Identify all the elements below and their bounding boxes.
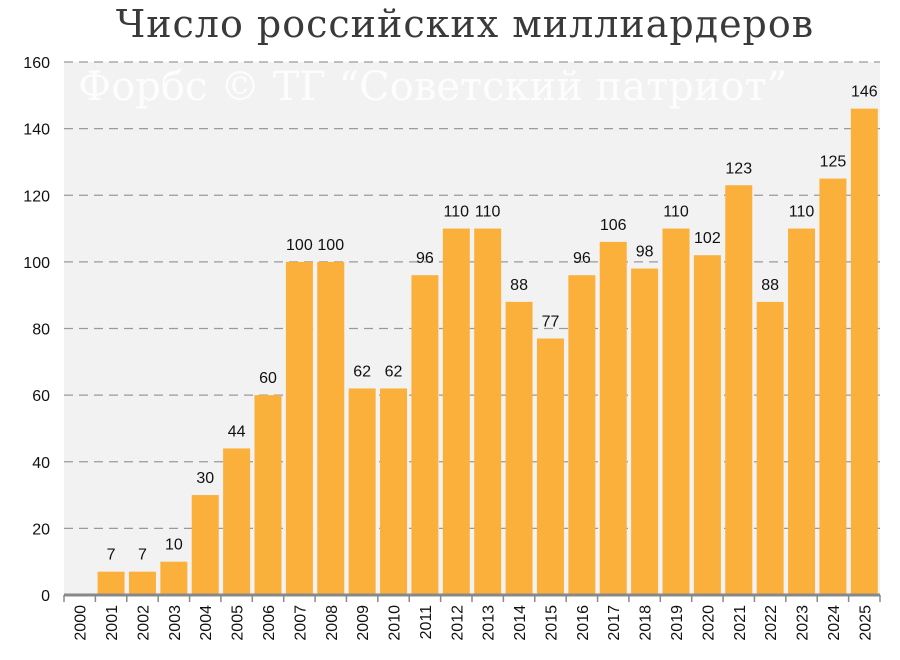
data-label-2020: 102 [694, 230, 721, 247]
bar-2007 [285, 261, 313, 595]
data-label-2023: 110 [789, 204, 815, 221]
bars [97, 108, 878, 595]
y-tick-label: 140 [23, 122, 50, 139]
x-tick-label-2025: 2025 [857, 605, 874, 641]
data-label-2022: 88 [761, 277, 779, 294]
bar-2003 [160, 561, 188, 595]
x-tick-label-2012: 2012 [449, 605, 466, 641]
y-tick-label: 60 [32, 388, 50, 405]
x-tick-label-2018: 2018 [638, 605, 655, 641]
x-tick-label-2024: 2024 [826, 605, 843, 641]
x-tick-label-2013: 2013 [481, 605, 498, 641]
bar-2022 [756, 301, 784, 595]
x-tick-label-2009: 2009 [355, 605, 372, 641]
x-tick-label-2019: 2019 [669, 605, 686, 641]
data-label-2017: 106 [600, 217, 627, 234]
x-tick-label-2002: 2002 [135, 605, 152, 641]
x-tick-label-2010: 2010 [387, 605, 404, 641]
data-label-2025: 146 [851, 84, 878, 101]
data-label-2019: 110 [663, 204, 689, 221]
chart-title: Число российских миллиардеров [115, 2, 815, 46]
data-label-2008: 100 [317, 237, 344, 254]
x-axis-ticks: 2000 2001 2002 2003 2004 2005 2006 2007 2008 2009… [63, 595, 881, 641]
bar-2019 [662, 228, 690, 595]
bar-2009 [348, 388, 376, 595]
bar-2008 [317, 261, 345, 595]
x-tick-label-2014: 2014 [512, 605, 529, 641]
y-tick-label: 120 [23, 188, 50, 205]
x-tick-label-2011: 2011 [418, 605, 435, 640]
y-tick-label: 100 [23, 255, 50, 272]
bar-2005 [223, 448, 251, 595]
bar-2013 [474, 228, 502, 595]
data-label-2016: 96 [573, 250, 591, 267]
data-label-2003: 10 [165, 537, 183, 554]
x-tick-label-2000: 2000 [73, 605, 90, 641]
y-tick-label: 20 [32, 521, 50, 538]
bar-2024 [819, 178, 847, 595]
data-label-2006: 60 [259, 370, 277, 387]
bar-2012 [442, 228, 470, 595]
data-label-2011: 96 [416, 250, 434, 267]
y-tick-label: 80 [32, 322, 50, 339]
x-tick-label-2001: 2001 [104, 605, 121, 641]
x-tick-label-2006: 2006 [261, 605, 278, 641]
data-label-2004: 30 [196, 470, 214, 487]
data-label-2001: 7 [107, 547, 116, 564]
x-tick-label-2007: 2007 [292, 605, 309, 641]
bar-2020 [693, 255, 721, 595]
data-label-2002: 7 [138, 547, 147, 564]
x-tick-label-2020: 2020 [700, 605, 717, 641]
watermark-text: Форбс © ТГ “Советский патриот” [78, 64, 788, 110]
bar-2006 [254, 395, 282, 595]
data-label-2009: 62 [353, 363, 371, 380]
bar-2025 [850, 108, 878, 595]
x-tick-label-2023: 2023 [795, 605, 812, 641]
bar-2010 [380, 388, 408, 595]
x-tick-label-2004: 2004 [198, 605, 215, 641]
bar-2001 [97, 571, 125, 595]
bar-2015 [536, 338, 564, 595]
x-tick-label-2015: 2015 [543, 605, 560, 641]
bar-2014 [505, 301, 533, 595]
y-tick-label: 160 [23, 55, 50, 72]
x-tick-label-2003: 2003 [167, 605, 184, 641]
data-label-2021: 123 [725, 160, 752, 177]
bar-2002 [128, 571, 156, 595]
x-tick-label-2017: 2017 [606, 605, 623, 641]
data-label-2013: 110 [475, 204, 501, 221]
bar-2021 [725, 185, 753, 595]
data-label-2014: 88 [510, 277, 528, 294]
bar-2023 [788, 228, 816, 595]
data-label-2024: 125 [820, 154, 847, 171]
bar-2016 [568, 275, 596, 595]
data-label-2015: 77 [542, 313, 560, 330]
bar-2004 [191, 495, 219, 595]
x-tick-label-2021: 2021 [732, 605, 749, 641]
x-tick-label-2005: 2005 [230, 605, 247, 641]
bar-2011 [411, 275, 439, 595]
data-label-2018: 98 [636, 244, 654, 261]
x-tick-label-2008: 2008 [324, 605, 341, 641]
data-label-2005: 44 [228, 423, 246, 440]
data-label-2012: 110 [444, 204, 470, 221]
y-axis-ticks: 0 20 40 60 80 100 120 140 160 [23, 55, 50, 605]
y-tick-label: 0 [41, 588, 50, 605]
data-label-2007: 100 [286, 237, 313, 254]
x-tick-label-2016: 2016 [575, 605, 592, 641]
data-label-2010: 62 [385, 363, 403, 380]
bar-2018 [631, 268, 659, 595]
y-tick-label: 40 [32, 455, 50, 472]
x-tick-label-2022: 2022 [763, 605, 780, 641]
bar-2017 [599, 241, 627, 595]
